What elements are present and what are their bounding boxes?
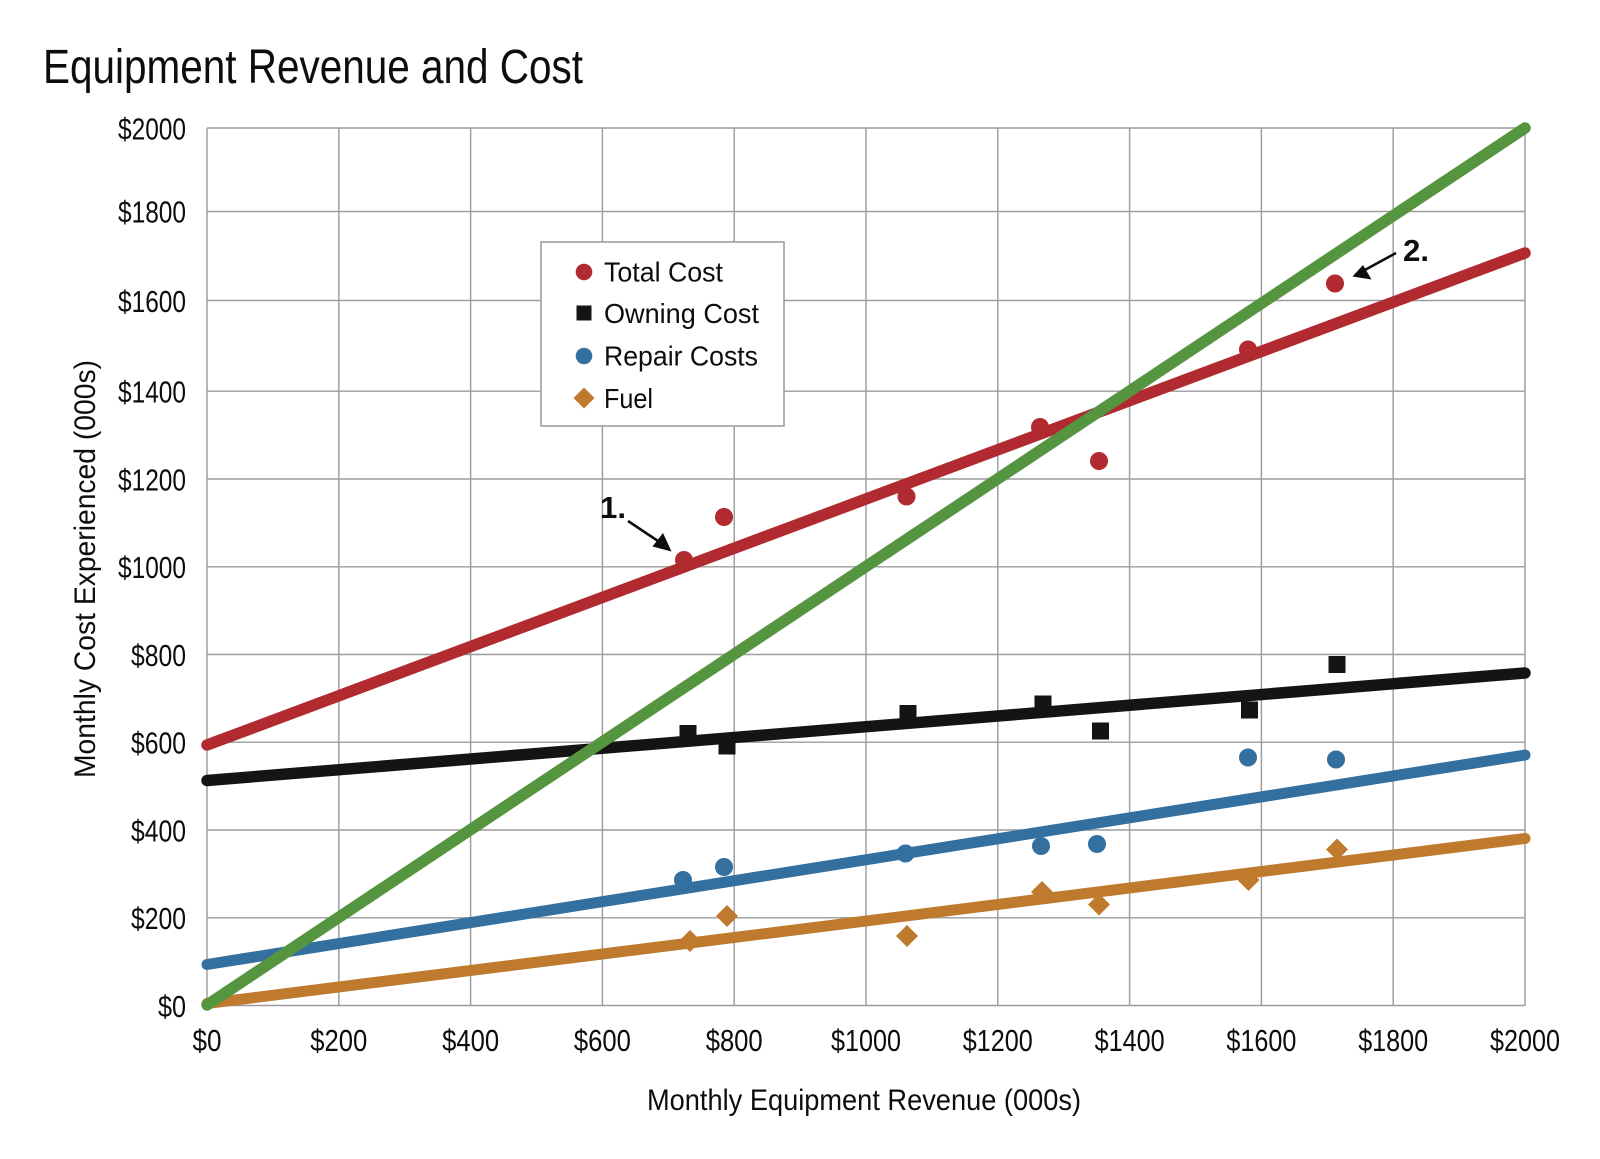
svg-text:Owning Cost: Owning Cost	[604, 298, 759, 329]
svg-text:$1400: $1400	[1095, 1023, 1165, 1058]
svg-text:$2000: $2000	[118, 111, 186, 146]
svg-text:$1600: $1600	[118, 284, 186, 319]
svg-text:$1800: $1800	[118, 195, 186, 230]
svg-text:$0: $0	[158, 989, 186, 1024]
svg-text:Monthly Cost Experienced (000s: Monthly Cost Experienced (000s)	[69, 360, 102, 778]
svg-text:$600: $600	[131, 726, 186, 761]
svg-text:2.: 2.	[1403, 233, 1429, 268]
svg-text:Equipment Revenue and Cost: Equipment Revenue and Cost	[43, 41, 583, 94]
svg-text:$1600: $1600	[1226, 1023, 1296, 1058]
svg-text:$1800: $1800	[1358, 1023, 1428, 1058]
svg-text:Fuel: Fuel	[604, 383, 653, 414]
svg-text:$1200: $1200	[963, 1023, 1033, 1058]
svg-text:Repair Costs: Repair Costs	[604, 341, 758, 372]
svg-text:$800: $800	[131, 638, 186, 673]
svg-text:$400: $400	[131, 813, 186, 848]
svg-text:$2000: $2000	[1490, 1023, 1560, 1058]
svg-text:$1000: $1000	[831, 1023, 901, 1058]
svg-text:Total Cost: Total Cost	[604, 257, 723, 288]
svg-text:$0: $0	[193, 1023, 222, 1058]
svg-text:Monthly Equipment Revenue (000: Monthly Equipment Revenue (000s)	[647, 1084, 1081, 1117]
svg-text:$400: $400	[442, 1023, 499, 1058]
svg-text:$1200: $1200	[118, 462, 186, 497]
svg-text:$800: $800	[706, 1023, 763, 1058]
svg-text:$200: $200	[310, 1023, 367, 1058]
svg-text:$1400: $1400	[118, 375, 186, 410]
svg-text:1.: 1.	[600, 490, 626, 525]
svg-text:$1000: $1000	[118, 550, 186, 585]
svg-text:$600: $600	[574, 1023, 631, 1058]
svg-text:$200: $200	[131, 901, 186, 936]
